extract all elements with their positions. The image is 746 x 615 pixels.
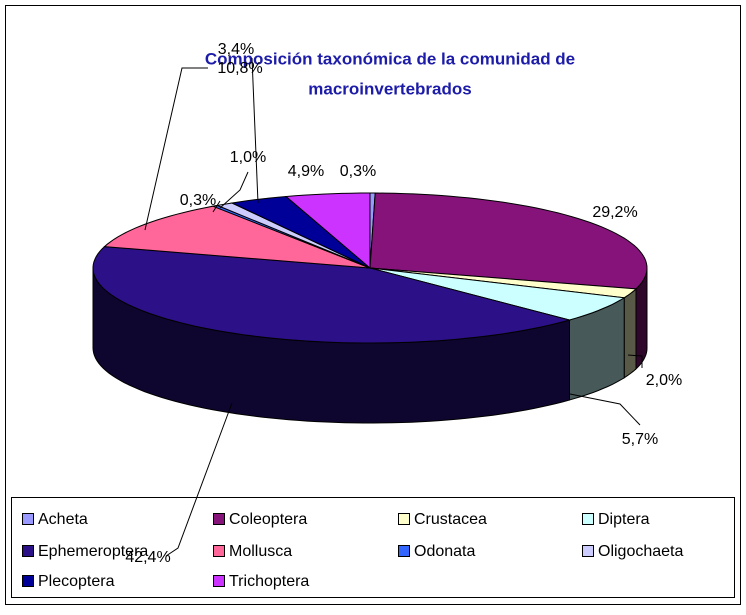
slice: [230, 195, 371, 269]
leader-line: [219, 171, 249, 209]
legend-label: Coleoptera: [229, 511, 307, 528]
leader-line: [627, 354, 643, 368]
legend-box: [11, 497, 735, 598]
legend-swatch: [22, 545, 34, 557]
legend-swatch: [213, 513, 225, 525]
legend-label: Odonata: [414, 543, 475, 560]
legend-label: Oligochaeta: [598, 543, 683, 560]
data-label: 0,3%: [340, 163, 376, 180]
legend-swatch: [398, 545, 410, 557]
legend-label: Acheta: [38, 511, 88, 528]
chart-title: macroinvertebrados: [308, 79, 471, 98]
slice: [92, 246, 572, 344]
legend-label: Mollusca: [229, 543, 292, 560]
legend-label: Ephemeroptera: [38, 543, 148, 560]
data-label: 4,9%: [288, 163, 324, 180]
legend-label: Crustacea: [414, 511, 487, 528]
data-label: 0,3%: [180, 192, 216, 209]
data-label: 3,4%: [218, 41, 254, 58]
leader-line: [165, 402, 233, 557]
legend-swatch: [582, 545, 594, 557]
data-label: 42,4%: [125, 549, 170, 566]
slice: [369, 267, 626, 321]
slice: [369, 192, 648, 290]
legend-swatch: [398, 513, 410, 525]
slice-side: [623, 287, 637, 379]
legend-label: Plecoptera: [38, 573, 115, 590]
legend-swatch: [22, 513, 34, 525]
leader-line: [212, 200, 221, 213]
data-label: 10,8%: [217, 60, 262, 77]
legend-swatch: [213, 545, 225, 557]
leader-line: [569, 393, 641, 426]
leader-line: [251, 57, 259, 204]
legend-label: Diptera: [598, 511, 650, 528]
labels: 0,3% 29,2% 2,0% 5,7% 42,4% 10,8% 0,3% 1,0% 3,4% 4…: [125, 41, 682, 566]
leader-line: [144, 67, 208, 231]
pie: [92, 192, 648, 424]
legend-swatch: [582, 513, 594, 525]
data-label: 5,7%: [622, 431, 658, 448]
data-label: 1,0%: [230, 149, 266, 166]
data-label: 2,0%: [646, 372, 682, 389]
chart-title: Composición taxonómica de la comunidad d…: [205, 49, 575, 68]
legend-swatch: [22, 575, 34, 587]
legend-label: Trichoptera: [229, 573, 309, 590]
slice: [284, 192, 371, 270]
data-label: 29,2%: [592, 204, 637, 221]
legend-swatch: [213, 575, 225, 587]
